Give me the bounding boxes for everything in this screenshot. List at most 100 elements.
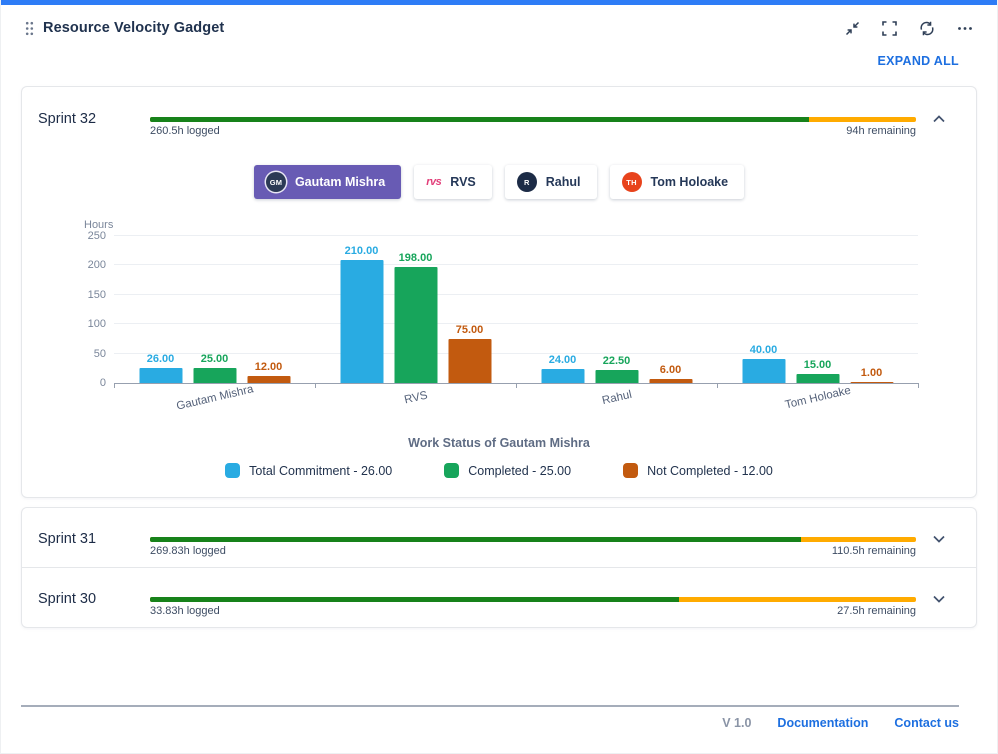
- tab-label: Gautam Mishra: [294, 175, 386, 189]
- bar-group: 40.00 15.00 1.00: [742, 344, 893, 383]
- gridline: [114, 293, 918, 295]
- drag-handle-icon[interactable]: [25, 21, 34, 36]
- gridline: [114, 235, 918, 236]
- collapse-icon[interactable]: [845, 21, 860, 36]
- sprint-progress: 33.83h logged 27.5h remaining: [150, 596, 916, 617]
- bar-value-label: 210.00: [344, 244, 379, 257]
- footer-divider: [21, 705, 959, 707]
- y-tick-label: 250: [87, 230, 106, 242]
- bar-value-label: 25.00: [200, 353, 229, 366]
- rvs-logo-icon: rvs: [426, 176, 442, 188]
- progress-bar: [150, 596, 916, 602]
- bar-group: 26.00 25.00 12.00: [139, 353, 290, 383]
- contact-us-link[interactable]: Contact us: [894, 716, 959, 730]
- progress-bar: [150, 116, 916, 122]
- chart-title: Work Status of Gautam Mishra: [408, 436, 590, 450]
- footer: V 1.0 Documentation Contact us: [1, 707, 997, 730]
- bar-value-label: 24.00: [548, 353, 577, 366]
- bar-value-label: 40.00: [749, 344, 778, 357]
- legend-item[interactable]: Not Completed - 12.00: [623, 463, 773, 478]
- bar: [541, 368, 584, 383]
- logged-hours-label: 269.83h logged: [150, 544, 226, 557]
- documentation-link[interactable]: Documentation: [777, 716, 869, 730]
- bar-completed: 15.00: [796, 359, 839, 383]
- legend-label: Not Completed - 12.00: [647, 463, 773, 478]
- y-tick-label: 100: [87, 318, 106, 331]
- bar-value-label: 12.00: [254, 360, 283, 373]
- legend-label: Completed - 25.00: [468, 463, 572, 478]
- sprint-row: Sprint 31 269.83h logged 110.5h remainin…: [22, 508, 976, 567]
- tab-label: Rahul: [545, 175, 581, 189]
- remaining-hours-label: 110.5h remaining: [831, 544, 916, 557]
- refresh-icon[interactable]: [919, 21, 935, 36]
- sprint-name: Sprint 32: [38, 111, 97, 127]
- bar-value-label: 1.00: [860, 366, 883, 379]
- bar: [193, 368, 236, 383]
- x-axis-label: Gautam Mishra: [174, 383, 255, 413]
- bar-value-label: 22.50: [602, 354, 631, 367]
- version-label: V 1.0: [722, 716, 752, 730]
- x-axis-label: Rahul: [600, 388, 633, 408]
- tab-rvs[interactable]: rvs RVS: [414, 165, 492, 199]
- bar: [796, 374, 839, 383]
- avatar: TH: [621, 172, 642, 192]
- avatar: R: [516, 172, 537, 192]
- y-tick-label: 50: [93, 347, 106, 360]
- legend-label: Total Commitment - 26.00: [249, 463, 393, 478]
- tab-label: Tom Holoake: [650, 175, 729, 189]
- sprint-card-expanded: Sprint 32 260.5h logged 94h remaining GM…: [21, 86, 977, 498]
- bar: [448, 338, 491, 383]
- tab-gautam-mishra[interactable]: GM Gautam Mishra: [253, 165, 402, 199]
- x-tick-mark: [918, 383, 919, 388]
- bar-not-completed: 12.00: [247, 361, 290, 383]
- bar: [649, 379, 692, 383]
- expand-chevron-button[interactable]: [916, 595, 962, 603]
- tab-rahul[interactable]: R Rahul: [504, 165, 597, 199]
- user-tabs: GM Gautam Mishra rvs RVS R Rahul TH Tom Holoake: [22, 165, 976, 199]
- x-tick-mark: [516, 383, 517, 388]
- x-axis-label: RVS: [402, 389, 429, 407]
- bar-not-completed: 75.00: [448, 324, 491, 383]
- gridline: [114, 352, 918, 354]
- fullscreen-icon[interactable]: [882, 20, 897, 36]
- more-icon[interactable]: [957, 21, 973, 36]
- legend-item[interactable]: Total Commitment - 26.00: [225, 463, 392, 478]
- legend-swatch-icon: [623, 463, 639, 478]
- gridline: [114, 264, 918, 266]
- tab-label: RVS: [450, 175, 476, 189]
- bar-completed: 25.00: [193, 353, 236, 383]
- header-icons: [845, 20, 973, 36]
- expand-all-link[interactable]: EXPAND ALL: [877, 54, 959, 68]
- logged-hours-label: 33.83h logged: [150, 604, 220, 617]
- progress-bar-logged: [150, 116, 809, 122]
- chart-plot: 0 50 100 150 200 250 26.00 25.00 12.00 210.00 198.…: [88, 230, 919, 389]
- avatar: GM: [265, 172, 286, 192]
- x-axis-labels: Gautam Mishra RVS Rahul Tom Holoake: [114, 383, 918, 414]
- sprint-name: Sprint 31: [38, 531, 97, 547]
- x-tick-mark: [114, 383, 115, 388]
- remaining-hours-label: 94h remaining: [846, 124, 916, 137]
- y-axis-title: Hours: [84, 219, 114, 231]
- sprint-name: Sprint 30: [38, 591, 97, 607]
- bar-completed: 22.50: [595, 355, 638, 383]
- y-tick-label: 0: [99, 377, 106, 389]
- gridline: [114, 323, 918, 325]
- bar: [595, 369, 638, 383]
- sprint-row: Sprint 30 33.83h logged 27.5h remaining: [22, 568, 976, 627]
- tab-tom-holoake[interactable]: TH Tom Holoake: [609, 165, 745, 199]
- collapse-chevron-button[interactable]: [916, 115, 962, 123]
- collapsed-sprints-card: Sprint 31 269.83h logged 110.5h remainin…: [21, 507, 977, 628]
- divider: [22, 567, 976, 568]
- logged-hours-label: 260.5h logged: [150, 124, 220, 137]
- bar-chart: Hours 0 50 100 150 200 250 26.00 25.00 12.00 210.…: [22, 219, 976, 497]
- expand-chevron-button[interactable]: [916, 535, 962, 543]
- x-tick-mark: [315, 383, 316, 388]
- legend-item[interactable]: Completed - 25.00: [444, 463, 571, 478]
- bar-value-label: 198.00: [398, 251, 433, 264]
- bar-total-commitment: 210.00: [340, 245, 383, 383]
- sprint-row: Sprint 32 260.5h logged 94h remaining: [22, 87, 976, 143]
- legend-swatch-icon: [225, 463, 241, 478]
- expand-all-row: EXPAND ALL: [1, 36, 997, 70]
- gadget-title: Resource Velocity Gadget: [43, 20, 225, 36]
- progress-bar: [150, 536, 916, 542]
